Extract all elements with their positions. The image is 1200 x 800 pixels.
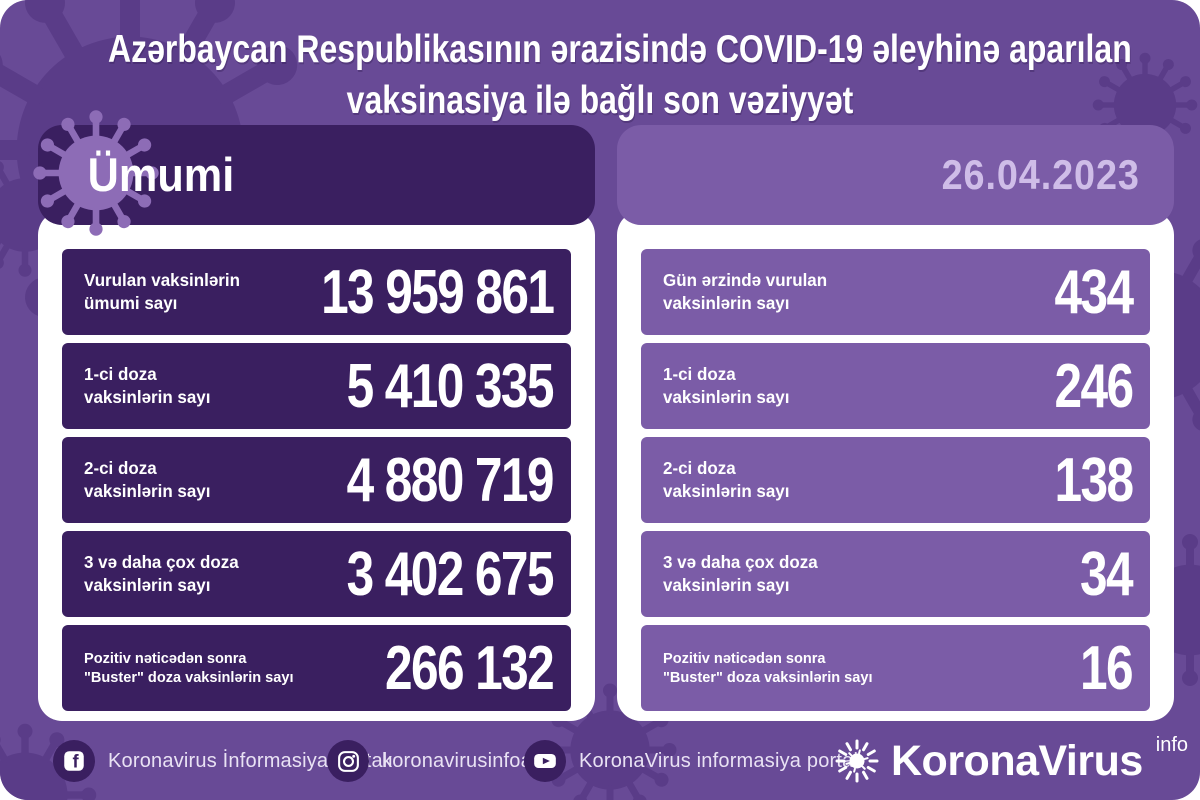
- report-date: 26.04.2023: [941, 151, 1140, 198]
- stat-value: 34: [1080, 539, 1134, 609]
- youtube-label: KoronaVirus informasiya portalı: [579, 749, 864, 772]
- koronavirus-logo: KoronaVirus info: [833, 733, 1189, 785]
- stat-label-line1: Gün ərzində vurulan: [663, 270, 828, 291]
- stat-label: Vurulan vaksinlərin ümumi sayı: [84, 269, 240, 315]
- daily-panel-body: Gün ərzində vurulan vaksinlərin sayı 434…: [617, 211, 1174, 721]
- overall-panel-title: Ümumi: [87, 148, 235, 201]
- youtube-link[interactable]: KoronaVirus informasiya portalı: [524, 740, 864, 782]
- page-title-line2: vaksinasiya ilə bağlı son vəziyyət: [346, 79, 854, 123]
- stat-label: 3 və daha çox doza vaksinlərin sayı: [663, 551, 818, 597]
- overall-panel: Ümumi Vurulan vaksinlərin ümumi sayı 13 …: [33, 110, 595, 721]
- stat-label-line1: Vurulan vaksinlərin: [84, 270, 240, 291]
- stat-value: 434: [1054, 257, 1134, 327]
- stat-row-total: Vurulan vaksinlərin ümumi sayı 13 959 86…: [62, 249, 571, 335]
- instagram-link[interactable]: koronavirusinfoaz: [327, 740, 542, 782]
- stat-label: 1-ci doza vaksinlərin sayı: [84, 363, 210, 409]
- stat-row-booster: Pozitiv nəticədən sonra "Buster" doza va…: [62, 625, 571, 711]
- facebook-link[interactable]: f Koronavirus İnformasiya Portalı: [53, 740, 393, 782]
- stat-value: 5 410 335: [346, 351, 555, 421]
- page-title-line1: Azərbaycan Respublikasının ərazisində CO…: [108, 28, 1132, 71]
- stat-row-daily-total: Gün ərzində vurulan vaksinlərin sayı 434: [641, 249, 1150, 335]
- stat-label-line2: vaksinlərin sayı: [663, 387, 790, 407]
- stat-label-line2: vaksinlərin sayı: [84, 575, 211, 595]
- stat-label-line2: vaksinlərin sayı: [663, 575, 790, 595]
- stat-label-line2: vaksinlərin sayı: [663, 293, 790, 313]
- stat-row-dose2: 2-ci doza vaksinlərin sayı 4 880 719: [62, 437, 571, 523]
- stat-value: 266 132: [384, 633, 555, 703]
- stat-value: 246: [1054, 351, 1134, 421]
- overall-panel-header: Ümumi: [33, 110, 595, 236]
- stat-value: 3 402 675: [346, 539, 555, 609]
- stat-label-line2: "Buster" doza vaksinlərin sayı: [84, 669, 294, 686]
- stat-label: Pozitiv nəticədən sonra "Buster" doza va…: [663, 649, 873, 688]
- stat-label-line1: 2-ci doza: [84, 458, 157, 479]
- facebook-label: Koronavirus İnformasiya Portalı: [108, 749, 394, 772]
- stat-label-line1: 3 və daha çox doza: [663, 552, 818, 573]
- stat-label: Gün ərzində vurulan vaksinlərin sayı: [663, 269, 827, 315]
- stat-row-daily-dose1: 1-ci doza vaksinlərin sayı 246: [641, 343, 1150, 429]
- stat-label-line1: Pozitiv nəticədən sonra: [663, 649, 826, 667]
- koronavirus-logo-icon: [835, 739, 879, 783]
- stat-label-line2: vaksinlərin sayı: [84, 387, 211, 407]
- stat-label-line1: 3 və daha çox doza: [84, 552, 239, 573]
- stat-row-daily-dose2: 2-ci doza vaksinlərin sayı 138: [641, 437, 1150, 523]
- overall-panel-body: Vurulan vaksinlərin ümumi sayı 13 959 86…: [38, 211, 595, 721]
- stat-label-line1: 2-ci doza: [663, 458, 736, 479]
- stat-label: 1-ci doza vaksinlərin sayı: [663, 363, 789, 409]
- stat-row-dose1: 1-ci doza vaksinlərin sayı 5 410 335: [62, 343, 571, 429]
- koronavirus-logo-superscript: info: [1155, 733, 1189, 756]
- stat-label-line2: "Buster" doza vaksinlərin sayı: [663, 669, 873, 686]
- stat-label-line1: Pozitiv nəticədən sonra: [84, 649, 247, 667]
- stat-value: 4 880 719: [346, 445, 555, 515]
- stat-label-line2: vaksinlərin sayı: [663, 481, 790, 501]
- stat-label: 3 və daha çox doza vaksinlərin sayı: [84, 551, 239, 597]
- daily-panel: 26.04.2023 Gün ərzində vurulan vaksinlər…: [617, 125, 1174, 721]
- page-title: Azərbaycan Respublikasının ərazisində CO…: [108, 24, 1132, 127]
- youtube-icon: [524, 740, 566, 782]
- footer: f Koronavirus İnformasiya Portalı korona…: [0, 722, 1200, 800]
- stat-label: 2-ci doza vaksinlərin sayı: [663, 457, 789, 503]
- stat-row-daily-dose3plus: 3 və daha çox doza vaksinlərin sayı 34: [641, 531, 1150, 617]
- stat-label-line1: 1-ci doza: [84, 364, 157, 385]
- stat-row-daily-booster: Pozitiv nəticədən sonra "Buster" doza va…: [641, 625, 1150, 711]
- stat-row-dose3plus: 3 və daha çox doza vaksinlərin sayı 3 40…: [62, 531, 571, 617]
- stat-label-line1: 1-ci doza: [663, 364, 736, 385]
- instagram-icon: [327, 740, 369, 782]
- stat-label-line2: ümumi sayı: [84, 293, 178, 313]
- stat-label: 2-ci doza vaksinlərin sayı: [84, 457, 210, 503]
- stat-value: 16: [1080, 633, 1134, 703]
- facebook-icon: f: [53, 740, 95, 782]
- stat-label-line2: vaksinlərin sayı: [84, 481, 211, 501]
- koronavirus-logo-text: KoronaVirus: [891, 736, 1143, 785]
- stat-value: 138: [1054, 445, 1134, 515]
- stat-value: 13 959 861: [320, 257, 555, 327]
- facebook-glyph: f: [73, 751, 80, 772]
- instagram-label: koronavirusinfoaz: [382, 749, 543, 772]
- stat-label: Pozitiv nəticədən sonra "Buster" doza va…: [84, 649, 294, 688]
- daily-panel-header: 26.04.2023: [617, 125, 1174, 225]
